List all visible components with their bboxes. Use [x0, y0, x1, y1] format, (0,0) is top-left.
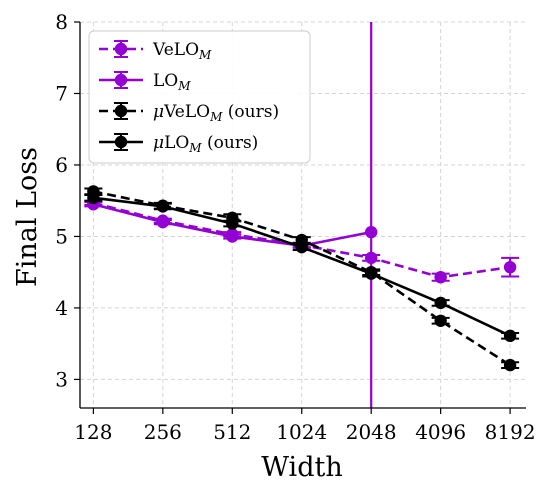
data-point — [87, 191, 100, 205]
y-tick-label: 7 — [55, 81, 68, 105]
y-tick-label: 8 — [55, 10, 68, 34]
legend-label: μLOM (ours) — [153, 133, 258, 155]
legend-label-subscript: M — [198, 48, 212, 62]
legend-label-name: LO — [164, 133, 189, 153]
data-point — [503, 260, 517, 274]
data-point — [156, 200, 170, 213]
data-point — [364, 267, 378, 280]
x-tick-label: 128 — [74, 420, 112, 444]
legend-label-name: VeLO — [152, 40, 199, 60]
legend-label: VeLOM — [152, 40, 212, 62]
x-tick-label: 4096 — [415, 420, 466, 444]
legend-label: μVeLOM (ours) — [153, 102, 279, 124]
x-tick-label: 1024 — [276, 420, 327, 444]
x-tick-label: 2048 — [346, 420, 397, 444]
legend-label-subscript: M — [209, 110, 223, 124]
legend-marker — [114, 42, 128, 56]
data-point — [364, 225, 378, 239]
data-point — [226, 217, 239, 230]
legend-label-subscript: M — [177, 79, 191, 93]
y-tick-label: 4 — [55, 296, 68, 320]
legend-label-suffix: (ours) — [202, 133, 259, 153]
x-axis-title: Width — [261, 452, 342, 483]
data-point — [226, 230, 239, 243]
y-axis-title: Final Loss — [12, 147, 43, 287]
y-tick-label: 6 — [55, 153, 68, 177]
data-point — [434, 296, 447, 310]
legend-marker — [114, 135, 128, 149]
y-tick-label: 5 — [55, 224, 68, 248]
plot-area — [84, 22, 520, 408]
legend-marker — [114, 73, 128, 87]
x-tick-label: 8192 — [485, 420, 536, 444]
legend-label-name: LO — [153, 71, 178, 91]
axes: 128 256 512 1024 2048 4096 8192 3 4 5 6 7 8 — [55, 10, 535, 444]
legend-frame — [88, 30, 311, 164]
data-point — [156, 215, 170, 229]
legend-label-name: VeLO — [163, 102, 210, 122]
data-point — [503, 329, 517, 343]
legend-label-suffix: (ours) — [222, 102, 279, 122]
data-point — [434, 314, 447, 327]
x-tick-label: 256 — [144, 420, 182, 444]
data-point — [503, 358, 517, 372]
data-point — [434, 270, 447, 284]
legend-label-mu: μ — [153, 102, 164, 122]
legend-marker — [114, 104, 128, 118]
series-3 — [84, 191, 520, 343]
legend-label: LOM — [153, 71, 191, 93]
y-tick-label: 3 — [55, 367, 68, 391]
data-point — [295, 240, 308, 254]
legend-label-subscript: M — [188, 141, 202, 155]
x-tick-label: 512 — [213, 420, 251, 444]
legend-label-mu: μ — [153, 133, 164, 153]
